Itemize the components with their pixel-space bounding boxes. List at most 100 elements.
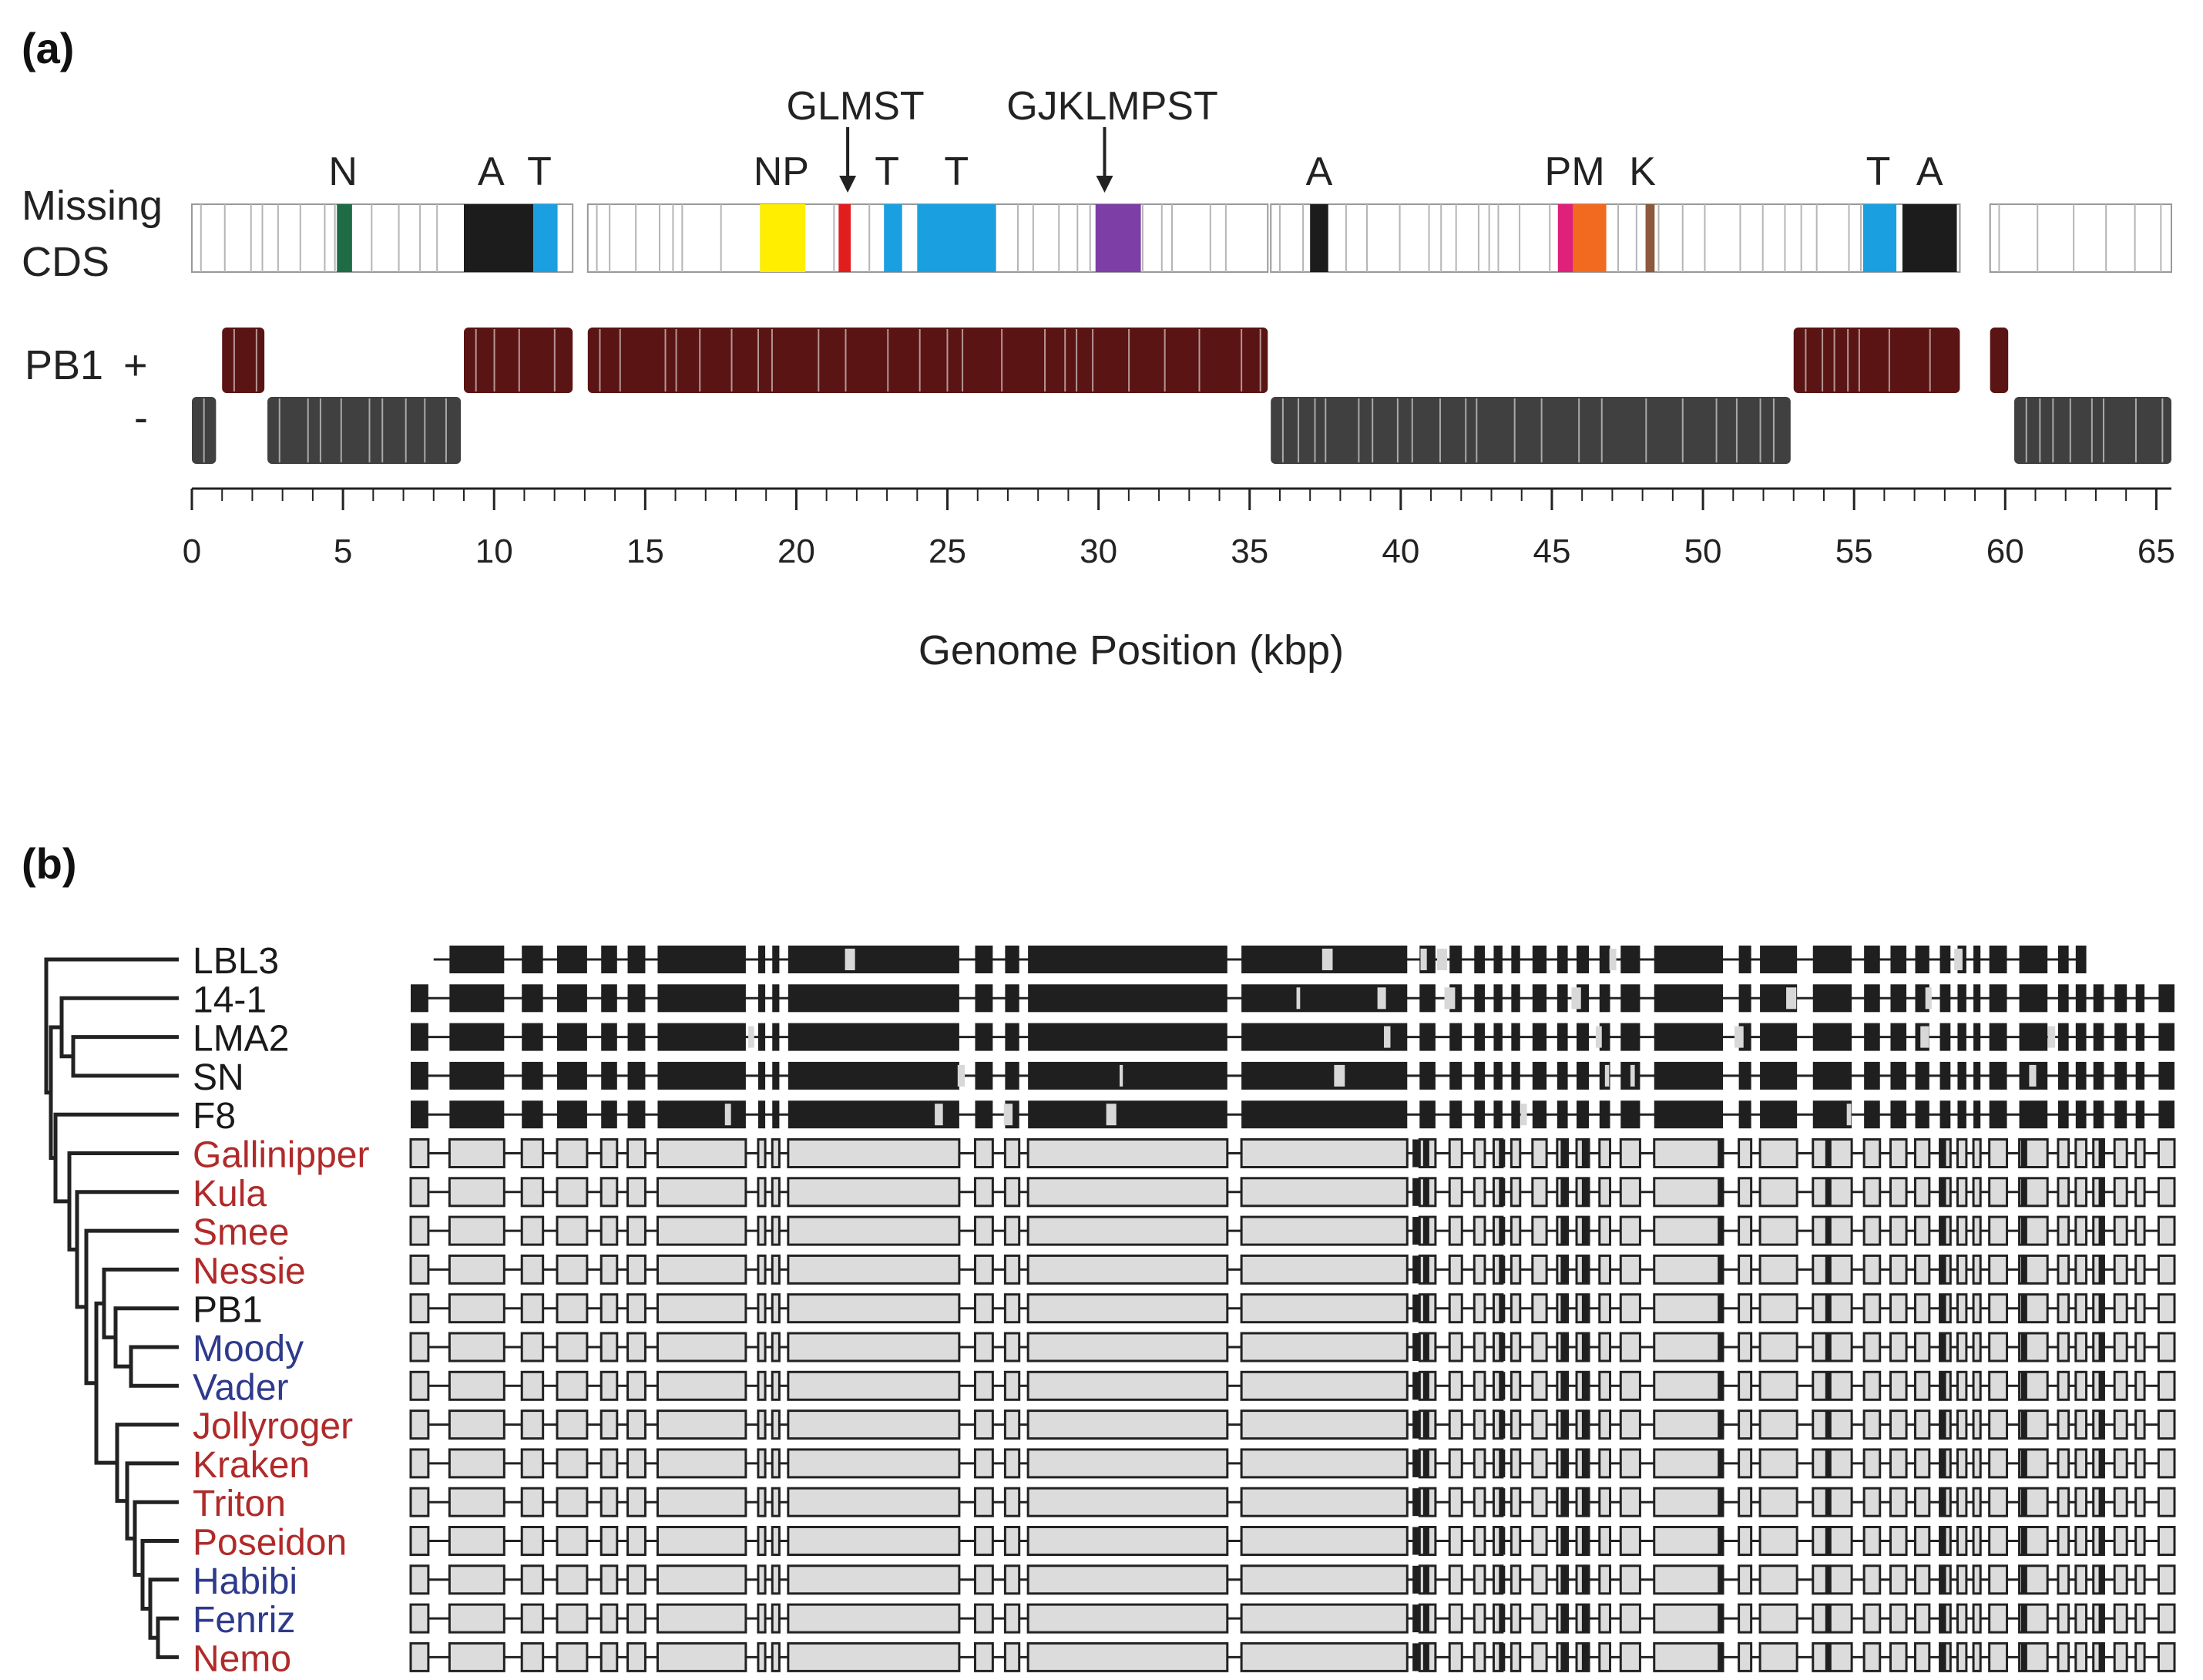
gene-block [556,1215,589,1246]
gene-block [1738,1100,1751,1129]
gene-block [656,1487,747,1517]
gene-block [2113,1603,2128,1634]
gene-block [1449,1100,1463,1129]
gene-block [449,946,505,973]
gene-block [1988,1370,2009,1401]
gene-gap [1920,1026,1929,1048]
gene-block [599,1564,619,1595]
gene-block [626,1448,646,1479]
gene-block [2113,1564,2128,1595]
gene-block [1957,984,1966,1013]
gene-block [2093,1100,2104,1129]
gene-block [1812,1641,1853,1672]
gene-block [626,1293,646,1324]
gene-block [771,1332,781,1362]
gene-block [757,984,766,1013]
gene-block [1598,1370,1612,1401]
gene-block [1240,1370,1409,1401]
missing-cds-block [1310,204,1328,272]
gene-block [2093,1023,2104,1051]
gene-dark-mark [1422,1139,1429,1168]
gene-dark-mark [1499,1410,1506,1439]
gene-block [2157,1564,2176,1595]
gene-block [1619,1293,1641,1324]
gene-block [1812,1100,1852,1129]
gene-block [1619,1448,1641,1479]
gene-block [973,1332,994,1362]
gene-block [1956,1448,1968,1479]
genome-name: LBL3 [193,941,279,982]
gene-block [1474,946,1486,973]
axis-tick-label: 20 [777,533,815,570]
gene-block [2157,1138,2176,1168]
gene-block [2157,1526,2176,1556]
gene-block [2157,1487,2176,1517]
tree-branch [71,1035,179,1078]
genome-name: Gallinipper [193,1135,369,1176]
gene-block [1758,1410,1798,1440]
gene-block [656,1603,747,1634]
gene-block [771,1448,781,1479]
gene-dark-mark [1422,1488,1429,1517]
gene-block [449,984,505,1013]
gene-block [1619,1564,1641,1595]
gene-block [757,1564,767,1595]
gene-block [772,1100,780,1129]
gene-block [973,1487,994,1517]
gene-block [556,1487,589,1517]
gene-block [626,1487,646,1517]
gene-block [657,946,746,973]
gene-dark-mark [1939,1333,1946,1361]
gene-block [771,1564,781,1595]
gene-block [1862,1641,1882,1672]
gene-block [757,946,766,973]
gene-block [1026,1526,1229,1556]
gene-block [1889,1564,1908,1595]
gene-block [1240,1254,1409,1285]
gene-block [2134,1526,2146,1556]
minus-strand-segment [1271,397,1791,464]
gene-block [1889,1177,1908,1208]
gene-block [2113,1370,2128,1401]
gene-dark-mark [1412,1410,1419,1439]
gene-block [757,1138,767,1168]
gene-block [626,1332,646,1362]
gene-gap [1420,949,1427,970]
gene-block [973,1138,994,1168]
gene-block [1989,1100,2007,1129]
plus-strand-segment [1990,328,2009,393]
gene-block [1619,1254,1641,1285]
gene-block [656,1564,747,1595]
gene-block [1003,1177,1021,1208]
gene-block [1511,984,1520,1013]
gene-block [657,984,746,1013]
gene-dark-mark [1939,1643,1946,1672]
gene-block [1862,1603,1882,1634]
gene-block [1972,1138,1982,1168]
gene-block [2157,1448,2176,1479]
gene-block [1474,1061,1486,1090]
gene-block [1473,1564,1486,1595]
gene-block [448,1138,505,1168]
gene-block [520,1254,545,1285]
tree-branch [113,1306,179,1369]
gene-block [556,1410,589,1440]
gene-block [757,1410,767,1440]
gene-block [448,1254,505,1285]
gene-block [1738,1641,1753,1672]
gene-dark-mark [1825,1565,1832,1594]
genome-name: Fenriz [193,1600,295,1641]
gene-block [1005,1061,1019,1090]
gene-block [1419,1061,1436,1090]
gene-block [1654,1023,1724,1051]
gene-block [520,1370,545,1401]
gene-block [2057,1293,2070,1324]
gene-block [2019,946,2048,973]
gene-block [409,1641,430,1672]
gene-dark-mark [1412,1527,1419,1555]
gene-block [1511,946,1520,973]
gene-block [1473,1254,1486,1285]
gene-dark-mark [1825,1527,1832,1555]
gene-block [1914,1410,1931,1440]
gene-block [757,1023,766,1051]
